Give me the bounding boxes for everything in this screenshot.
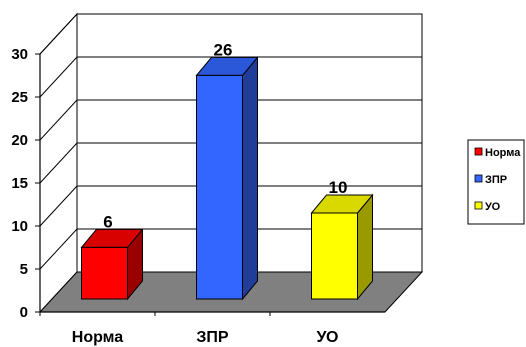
y-tick-label: 0 [20,304,28,321]
legend-label: УО [485,201,501,213]
y-tick-label: 15 [11,175,28,192]
gridline [39,228,422,270]
legend-swatch [474,201,483,210]
gridline [39,185,422,227]
gridline [39,56,422,98]
bar-front [81,246,128,300]
y-tick-label: 5 [20,261,28,278]
data-label: 26 [214,40,233,59]
bar-front [311,212,358,300]
legend-swatch [474,147,483,156]
bar-3: 10 [310,178,374,301]
bar-1: 6 [80,212,144,301]
bar-2: 26 [195,40,259,301]
gridlines [39,13,422,270]
y-axis: 0 5 10 15 20 25 30 [11,46,41,321]
legend-swatch [474,174,483,183]
y-tick-label: 30 [11,46,28,63]
y-tick-label: 20 [11,132,28,149]
y-tick-label: 10 [11,218,28,235]
bar-side [242,56,258,301]
bars: 6 26 10 [80,40,374,301]
x-tick-label: УО [317,329,339,346]
gridline [39,142,422,184]
data-label: 10 [329,178,348,197]
data-label: 6 [103,212,112,231]
legend-label: Норма [485,147,521,159]
bar-front [196,74,243,300]
x-tick-label: Норма [72,329,124,346]
gridline [39,13,422,55]
legend-label: ЗПР [485,174,507,186]
legend: Норма ЗПР УО [467,139,525,225]
x-tick-label: ЗПР [196,329,229,346]
gridline [39,99,422,141]
y-tick-label: 25 [11,89,28,106]
x-axis: Норма ЗПР УО [39,311,385,346]
